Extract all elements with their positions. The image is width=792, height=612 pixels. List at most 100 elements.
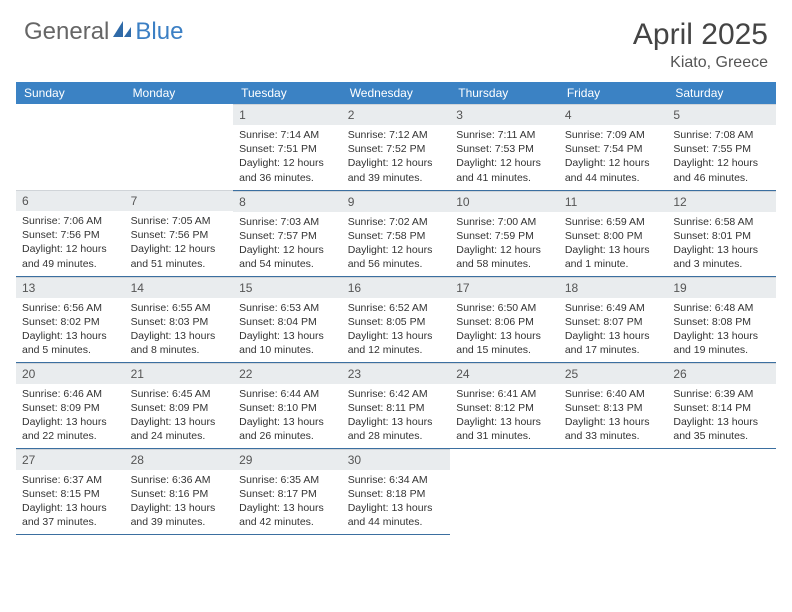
- day-details: Sunrise: 6:34 AMSunset: 8:18 PMDaylight:…: [342, 470, 451, 534]
- daylight-text-1: Daylight: 12 hours: [239, 243, 336, 257]
- calendar-cell: 2Sunrise: 7:12 AMSunset: 7:52 PMDaylight…: [342, 104, 451, 190]
- sunset-text: Sunset: 8:15 PM: [22, 487, 119, 501]
- sunrise-text: Sunrise: 6:35 AM: [239, 473, 336, 487]
- sunset-text: Sunset: 7:55 PM: [673, 142, 770, 156]
- sunset-text: Sunset: 7:59 PM: [456, 229, 553, 243]
- day-details: Sunrise: 6:58 AMSunset: 8:01 PMDaylight:…: [667, 212, 776, 276]
- sunset-text: Sunset: 8:02 PM: [22, 315, 119, 329]
- calendar-cell: [450, 448, 559, 534]
- daylight-text-2: and 49 minutes.: [22, 257, 119, 271]
- day-details: Sunrise: 6:50 AMSunset: 8:06 PMDaylight:…: [450, 298, 559, 362]
- sunrise-text: Sunrise: 7:08 AM: [673, 128, 770, 142]
- sunrise-text: Sunrise: 7:14 AM: [239, 128, 336, 142]
- sunrise-text: Sunrise: 6:45 AM: [131, 387, 228, 401]
- day-details: Sunrise: 7:03 AMSunset: 7:57 PMDaylight:…: [233, 212, 342, 276]
- day-number: 23: [342, 363, 451, 384]
- header: General Blue April 2025 Kiato, Greece: [0, 0, 792, 78]
- day-details: Sunrise: 7:12 AMSunset: 7:52 PMDaylight:…: [342, 125, 451, 189]
- day-number: 5: [667, 104, 776, 125]
- calendar-cell: 8Sunrise: 7:03 AMSunset: 7:57 PMDaylight…: [233, 190, 342, 276]
- calendar-cell: [125, 104, 234, 190]
- weekday-header: Thursday: [450, 82, 559, 104]
- weekday-header: Tuesday: [233, 82, 342, 104]
- calendar-cell: 7Sunrise: 7:05 AMSunset: 7:56 PMDaylight…: [125, 190, 234, 276]
- day-details: Sunrise: 6:55 AMSunset: 8:03 PMDaylight:…: [125, 298, 234, 362]
- calendar-cell: [667, 448, 776, 534]
- day-number: 12: [667, 191, 776, 212]
- sunset-text: Sunset: 7:56 PM: [22, 228, 119, 242]
- sunset-text: Sunset: 7:52 PM: [348, 142, 445, 156]
- day-details: Sunrise: 6:40 AMSunset: 8:13 PMDaylight:…: [559, 384, 668, 448]
- daylight-text-1: Daylight: 13 hours: [22, 329, 119, 343]
- day-number: 1: [233, 104, 342, 125]
- daylight-text-1: Daylight: 13 hours: [673, 329, 770, 343]
- day-details: Sunrise: 6:56 AMSunset: 8:02 PMDaylight:…: [16, 298, 125, 362]
- sunrise-text: Sunrise: 6:44 AM: [239, 387, 336, 401]
- sunrise-text: Sunrise: 6:48 AM: [673, 301, 770, 315]
- daylight-text-2: and 44 minutes.: [348, 515, 445, 529]
- daylight-text-2: and 15 minutes.: [456, 343, 553, 357]
- daylight-text-1: Daylight: 12 hours: [348, 156, 445, 170]
- calendar-cell: 17Sunrise: 6:50 AMSunset: 8:06 PMDayligh…: [450, 276, 559, 362]
- daylight-text-2: and 54 minutes.: [239, 257, 336, 271]
- sunset-text: Sunset: 7:58 PM: [348, 229, 445, 243]
- sunset-text: Sunset: 7:57 PM: [239, 229, 336, 243]
- sunset-text: Sunset: 8:16 PM: [131, 487, 228, 501]
- calendar-cell: 13Sunrise: 6:56 AMSunset: 8:02 PMDayligh…: [16, 276, 125, 362]
- day-number: 10: [450, 191, 559, 212]
- day-details: Sunrise: 6:53 AMSunset: 8:04 PMDaylight:…: [233, 298, 342, 362]
- day-details: Sunrise: 7:11 AMSunset: 7:53 PMDaylight:…: [450, 125, 559, 189]
- sunset-text: Sunset: 8:11 PM: [348, 401, 445, 415]
- sunrise-text: Sunrise: 6:39 AM: [673, 387, 770, 401]
- day-details: Sunrise: 6:44 AMSunset: 8:10 PMDaylight:…: [233, 384, 342, 448]
- day-details: Sunrise: 7:05 AMSunset: 7:56 PMDaylight:…: [125, 211, 234, 275]
- daylight-text-1: Daylight: 13 hours: [22, 501, 119, 515]
- sunrise-text: Sunrise: 7:11 AM: [456, 128, 553, 142]
- calendar-cell: [559, 448, 668, 534]
- day-details: Sunrise: 7:09 AMSunset: 7:54 PMDaylight:…: [559, 125, 668, 189]
- day-details: Sunrise: 6:35 AMSunset: 8:17 PMDaylight:…: [233, 470, 342, 534]
- daylight-text-1: Daylight: 12 hours: [22, 242, 119, 256]
- daylight-text-1: Daylight: 12 hours: [348, 243, 445, 257]
- day-details: Sunrise: 7:06 AMSunset: 7:56 PMDaylight:…: [16, 211, 125, 275]
- daylight-text-1: Daylight: 12 hours: [565, 156, 662, 170]
- sunrise-text: Sunrise: 6:41 AM: [456, 387, 553, 401]
- daylight-text-2: and 26 minutes.: [239, 429, 336, 443]
- day-number: 13: [16, 277, 125, 298]
- sunrise-text: Sunrise: 7:12 AM: [348, 128, 445, 142]
- sunset-text: Sunset: 8:04 PM: [239, 315, 336, 329]
- weekday-header-row: SundayMondayTuesdayWednesdayThursdayFrid…: [16, 82, 776, 104]
- calendar-cell: 28Sunrise: 6:36 AMSunset: 8:16 PMDayligh…: [125, 448, 234, 534]
- daylight-text-1: Daylight: 13 hours: [348, 501, 445, 515]
- day-details: Sunrise: 6:48 AMSunset: 8:08 PMDaylight:…: [667, 298, 776, 362]
- calendar-cell: 4Sunrise: 7:09 AMSunset: 7:54 PMDaylight…: [559, 104, 668, 190]
- sunset-text: Sunset: 8:18 PM: [348, 487, 445, 501]
- day-details: Sunrise: 6:59 AMSunset: 8:00 PMDaylight:…: [559, 212, 668, 276]
- daylight-text-2: and 56 minutes.: [348, 257, 445, 271]
- sunrise-text: Sunrise: 6:37 AM: [22, 473, 119, 487]
- day-number: 24: [450, 363, 559, 384]
- sunset-text: Sunset: 8:17 PM: [239, 487, 336, 501]
- daylight-text-2: and 3 minutes.: [673, 257, 770, 271]
- sunrise-text: Sunrise: 6:36 AM: [131, 473, 228, 487]
- daylight-text-2: and 44 minutes.: [565, 171, 662, 185]
- sunrise-text: Sunrise: 7:00 AM: [456, 215, 553, 229]
- daylight-text-2: and 28 minutes.: [348, 429, 445, 443]
- sunset-text: Sunset: 8:05 PM: [348, 315, 445, 329]
- day-details: Sunrise: 7:14 AMSunset: 7:51 PMDaylight:…: [233, 125, 342, 189]
- daylight-text-1: Daylight: 12 hours: [239, 156, 336, 170]
- daylight-text-1: Daylight: 13 hours: [239, 501, 336, 515]
- sunrise-text: Sunrise: 6:53 AM: [239, 301, 336, 315]
- sunset-text: Sunset: 7:56 PM: [131, 228, 228, 242]
- sunset-text: Sunset: 7:54 PM: [565, 142, 662, 156]
- calendar-table: SundayMondayTuesdayWednesdayThursdayFrid…: [16, 82, 776, 535]
- calendar-cell: 21Sunrise: 6:45 AMSunset: 8:09 PMDayligh…: [125, 362, 234, 448]
- calendar-cell: 25Sunrise: 6:40 AMSunset: 8:13 PMDayligh…: [559, 362, 668, 448]
- day-number: 21: [125, 363, 234, 384]
- daylight-text-1: Daylight: 12 hours: [131, 242, 228, 256]
- day-number: 15: [233, 277, 342, 298]
- daylight-text-2: and 5 minutes.: [22, 343, 119, 357]
- day-details: Sunrise: 6:39 AMSunset: 8:14 PMDaylight:…: [667, 384, 776, 448]
- day-details: Sunrise: 7:08 AMSunset: 7:55 PMDaylight:…: [667, 125, 776, 189]
- sunrise-text: Sunrise: 6:56 AM: [22, 301, 119, 315]
